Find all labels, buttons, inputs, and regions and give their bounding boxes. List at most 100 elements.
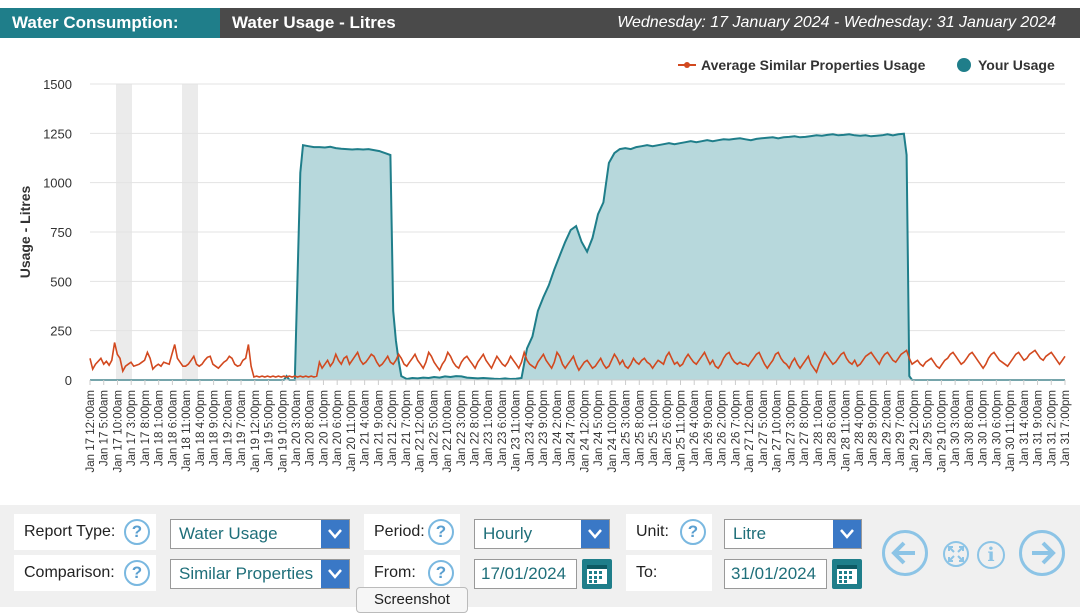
unit-label: Unit: bbox=[636, 523, 669, 540]
period-help-icon[interactable]: ? bbox=[428, 519, 454, 545]
legend-label-your-usage: Your Usage bbox=[978, 57, 1055, 73]
comparison-value: Similar Properties bbox=[179, 564, 314, 583]
your-usage-area bbox=[90, 133, 1065, 380]
x-tick-label: Jan 30 6:00pm bbox=[991, 390, 1003, 466]
x-tick-label: Jan 25 6:00pm bbox=[662, 390, 674, 466]
y-tick-label: 1250 bbox=[43, 126, 72, 141]
x-tick-label: Jan 18 4:00pm bbox=[195, 390, 207, 466]
x-tick-label: Jan 17 8:00pm bbox=[140, 390, 152, 466]
unit-cell: Unit: ? bbox=[626, 514, 712, 550]
chevron-down-icon[interactable] bbox=[321, 560, 349, 588]
to-cell: To: bbox=[626, 555, 712, 591]
x-tick-label: Jan 20 1:00pm bbox=[318, 390, 330, 466]
x-tick-label: Jan 28 9:00pm bbox=[868, 390, 880, 466]
report-type-select[interactable]: Water Usage bbox=[170, 519, 350, 549]
x-tick-label: Jan 18 11:00am bbox=[181, 390, 193, 472]
header-subtitle: Water Usage - Litres bbox=[232, 13, 396, 32]
x-tick-label: Jan 30 3:00am bbox=[950, 390, 962, 466]
x-tick-label: Jan 20 11:00pm bbox=[346, 390, 358, 472]
from-cell: From: ? bbox=[364, 555, 460, 591]
x-tick-label: Jan 24 12:00pm bbox=[579, 390, 591, 472]
x-tick-label: Jan 27 12:00am bbox=[744, 390, 756, 472]
x-tick-label: Jan 28 11:00am bbox=[840, 390, 852, 472]
x-tick-label: Jan 28 6:00am bbox=[827, 390, 839, 466]
chevron-down-icon[interactable] bbox=[321, 520, 349, 548]
x-tick-label: Jan 26 2:00pm bbox=[717, 390, 729, 466]
x-tick-label: Jan 20 6:00pm bbox=[332, 390, 344, 466]
x-tick-label: Jan 24 10:00pm bbox=[607, 390, 619, 472]
x-tick-label: Jan 27 8:00pm bbox=[799, 390, 811, 466]
x-tick-label: Jan 23 11:00am bbox=[511, 390, 523, 472]
x-tick-label: Jan 19 12:00pm bbox=[250, 390, 262, 472]
y-tick-label: 750 bbox=[50, 225, 72, 240]
report-type-cell: Report Type: ? bbox=[14, 514, 156, 550]
x-tick-label: Jan 24 5:00pm bbox=[593, 390, 605, 466]
x-tick-label: Jan 26 9:00am bbox=[703, 390, 715, 466]
x-tick-label: Jan 22 10:00am bbox=[442, 390, 454, 472]
comparison-cell: Comparison: ? bbox=[14, 555, 156, 591]
x-tick-label: Jan 25 8:00am bbox=[634, 390, 646, 466]
x-tick-label: Jan 26 7:00pm bbox=[730, 390, 742, 466]
next-arrow-icon[interactable] bbox=[1019, 530, 1065, 576]
x-tick-label: Jan 21 9:00am bbox=[373, 390, 385, 466]
x-tick-label: Jan 31 9:00am bbox=[1033, 390, 1045, 466]
x-tick-label: Jan 25 1:00pm bbox=[648, 390, 660, 466]
comparison-select[interactable]: Similar Properties bbox=[170, 559, 350, 589]
x-tick-label: Jan 20 3:00am bbox=[291, 390, 303, 466]
chevron-down-icon[interactable] bbox=[581, 520, 609, 548]
x-tick-label: Jan 22 12:00am bbox=[415, 390, 427, 472]
x-tick-label: Jan 25 3:00am bbox=[621, 390, 633, 466]
x-tick-label: Jan 17 12:00am bbox=[85, 390, 97, 472]
header-bar: Water Consumption: Water Usage - Litres … bbox=[0, 8, 1080, 38]
x-tick-label: Jan 17 5:00am bbox=[99, 390, 111, 466]
to-date-input[interactable]: 31/01/2024 bbox=[724, 559, 827, 589]
x-tick-label: Jan 17 10:00am bbox=[112, 390, 124, 472]
from-help-icon[interactable]: ? bbox=[428, 560, 454, 586]
y-axis-label: Usage - Litres bbox=[17, 185, 33, 278]
report-type-help-icon[interactable]: ? bbox=[124, 519, 150, 545]
y-tick-label: 500 bbox=[50, 274, 72, 289]
y-tick-label: 0 bbox=[65, 373, 72, 388]
y-tick-label: 250 bbox=[50, 324, 72, 339]
x-tick-label: Jan 29 5:00pm bbox=[923, 390, 935, 466]
x-tick-label: Jan 23 4:00pm bbox=[524, 390, 536, 466]
from-date-input[interactable]: 17/01/2024 bbox=[474, 559, 577, 589]
x-tick-label: Jan 29 7:00am bbox=[895, 390, 907, 466]
x-tick-label: Jan 27 5:00am bbox=[758, 390, 770, 466]
period-select[interactable]: Hourly bbox=[474, 519, 610, 549]
x-tick-label: Jan 27 3:00pm bbox=[785, 390, 797, 466]
x-tick-label: Jan 29 10:00pm bbox=[936, 390, 948, 472]
fullscreen-icon[interactable] bbox=[943, 541, 969, 567]
usage-chart: 0 250 500 750 1000 1250 1500 Usage - Litres Jan … bbox=[17, 57, 1072, 472]
x-tick-label: Jan 21 2:00pm bbox=[387, 390, 399, 466]
x-tick-label: Jan 18 1:00am bbox=[154, 390, 166, 466]
x-tick-label: Jan 31 7:00pm bbox=[1060, 390, 1072, 466]
legend-marker-average bbox=[684, 62, 690, 68]
screenshot-tooltip: Screenshot bbox=[356, 587, 468, 613]
period-cell: Period: ? bbox=[364, 514, 460, 550]
unit-select[interactable]: Litre bbox=[724, 519, 862, 549]
your-usage-line bbox=[90, 132, 1065, 381]
period-label: Period: bbox=[374, 523, 425, 540]
controls-panel: Report Type: ? Water Usage Comparison: ?… bbox=[0, 505, 1080, 607]
x-tick-label: Jan 23 1:00am bbox=[483, 390, 495, 466]
period-value: Hourly bbox=[483, 524, 533, 543]
chevron-down-icon[interactable] bbox=[833, 520, 861, 548]
to-label: To: bbox=[636, 564, 658, 581]
to-calendar-icon[interactable] bbox=[832, 559, 862, 589]
x-tick-label: Jan 20 8:00am bbox=[305, 390, 317, 466]
y-tick-label: 1500 bbox=[43, 77, 72, 92]
x-tick-label: Jan 28 4:00pm bbox=[854, 390, 866, 466]
from-calendar-icon[interactable] bbox=[582, 559, 612, 589]
average-similar-line bbox=[89, 342, 1066, 379]
unit-help-icon[interactable]: ? bbox=[680, 519, 706, 545]
comparison-help-icon[interactable]: ? bbox=[124, 560, 150, 586]
report-type-label: Report Type: bbox=[24, 523, 116, 540]
previous-arrow-icon[interactable] bbox=[882, 530, 928, 576]
x-tick-label: Jan 25 11:00pm bbox=[675, 390, 687, 472]
info-icon[interactable]: i bbox=[977, 541, 1005, 569]
legend-marker-your-usage bbox=[957, 58, 971, 72]
x-tick-label: Jan 19 2:00am bbox=[222, 390, 234, 466]
legend-label-average: Average Similar Properties Usage bbox=[701, 57, 926, 73]
report-type-value: Water Usage bbox=[179, 524, 278, 543]
